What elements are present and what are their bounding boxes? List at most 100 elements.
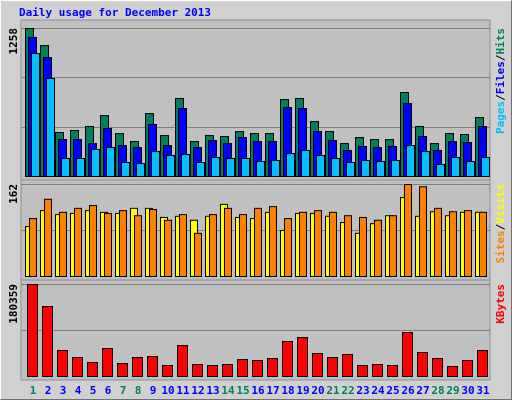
bar: [27, 284, 38, 377]
bar: [479, 211, 487, 277]
bar: [252, 359, 263, 377]
bar: [89, 205, 97, 277]
bar: [164, 219, 172, 277]
bar: [31, 53, 40, 177]
bar: [406, 145, 415, 177]
bar: [132, 357, 143, 378]
legend: Sites/Visits: [494, 184, 507, 264]
bar: [359, 216, 367, 278]
x-tick-label: 14: [221, 384, 235, 397]
bar: [477, 350, 488, 377]
bar: [391, 160, 400, 177]
bar: [312, 352, 323, 378]
bar: [149, 208, 157, 277]
bar: [102, 347, 113, 378]
bar: [104, 212, 112, 278]
bar: [417, 351, 428, 377]
bar: [106, 147, 115, 177]
legend-entry: Files: [494, 61, 507, 94]
legend-entry: Pages: [494, 101, 507, 134]
bar: [226, 158, 235, 177]
bar: [29, 218, 37, 278]
bar: [286, 153, 295, 177]
bar: [447, 366, 458, 377]
x-tick-label: 29: [446, 384, 459, 397]
legend-entry: KBytes: [494, 284, 507, 324]
bar: [449, 211, 457, 277]
bar: [46, 78, 55, 177]
bar: [166, 155, 175, 177]
x-tick-label: 1: [30, 384, 37, 397]
legend-separator: /: [494, 94, 507, 101]
x-tick-label: 18: [281, 384, 294, 397]
bar: [404, 184, 412, 277]
bar: [342, 353, 353, 378]
bar: [87, 361, 98, 377]
x-tick-label: 27: [416, 384, 429, 397]
legend-entry: Hits: [494, 28, 507, 55]
x-tick-label: 5: [90, 384, 97, 397]
x-tick-label: 19: [296, 384, 309, 397]
x-tick-label: 4: [75, 384, 82, 397]
x-tick-label: 30: [461, 384, 474, 397]
bar: [387, 364, 398, 377]
bar: [117, 362, 128, 378]
bar: [42, 305, 53, 378]
bar: [436, 164, 445, 177]
legend: Pages/Files/Hits: [494, 28, 507, 134]
bar: [267, 357, 278, 378]
legend-entry: Sites: [494, 230, 507, 263]
bar: [134, 215, 142, 278]
bar: [344, 215, 352, 278]
bar: [192, 364, 203, 377]
bar: [361, 160, 370, 177]
legend-entry: Visits: [494, 184, 507, 224]
x-tick-label: 20: [311, 384, 324, 397]
bar: [72, 357, 83, 378]
bar: [402, 332, 413, 378]
bar: [241, 158, 250, 177]
x-tick-label: 16: [251, 384, 265, 397]
bar: [389, 215, 397, 278]
bar: [284, 218, 292, 278]
x-tick-label: 6: [105, 384, 112, 397]
bar: [147, 355, 158, 377]
x-tick-label: 17: [266, 384, 279, 397]
y-tick-label: 1258: [7, 28, 20, 55]
bar: [466, 161, 475, 177]
bar: [419, 186, 427, 277]
x-tick-label: 3: [60, 384, 67, 397]
bar: [194, 232, 202, 277]
bar: [151, 151, 160, 177]
bar: [121, 162, 130, 177]
bar: [222, 364, 233, 377]
bar: [57, 350, 68, 377]
bar: [451, 157, 460, 177]
x-tick-label: 24: [371, 384, 385, 397]
x-tick-label: 2: [45, 384, 52, 397]
x-tick-label: 26: [401, 384, 415, 397]
bar: [271, 160, 280, 177]
legend-separator: /: [494, 54, 507, 61]
bar: [207, 364, 218, 377]
x-tick-label: 12: [191, 384, 204, 397]
bar: [162, 364, 173, 377]
bar: [59, 211, 67, 277]
legend: KBytes: [494, 284, 507, 324]
x-tick-label: 13: [206, 384, 219, 397]
bar: [237, 359, 248, 377]
legend-separator: /: [494, 223, 507, 230]
bar: [196, 162, 205, 177]
x-tick-label: 28: [431, 384, 444, 397]
x-tick-label: 7: [120, 384, 127, 397]
bar: [481, 157, 490, 177]
bar: [119, 210, 127, 277]
bar: [372, 364, 383, 377]
bar: [327, 357, 338, 378]
bar: [61, 158, 70, 177]
chart-title: Daily usage for December 2013: [19, 6, 211, 19]
bar: [269, 206, 277, 277]
bar: [464, 210, 472, 277]
